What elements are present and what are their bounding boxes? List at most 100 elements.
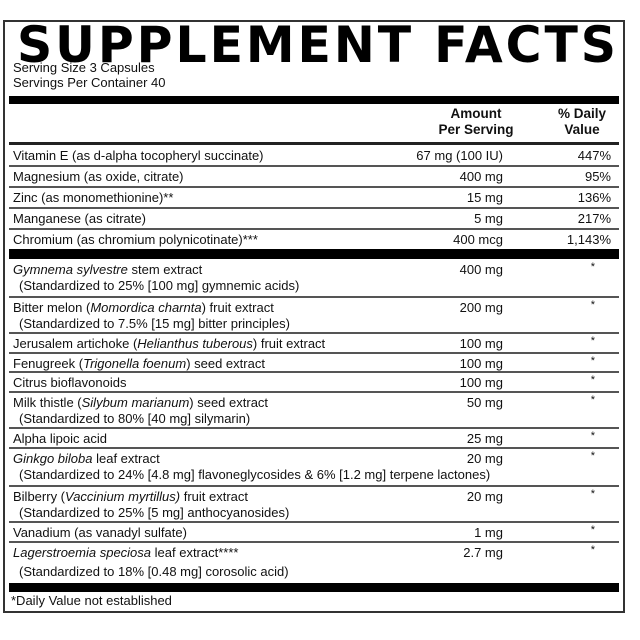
ingredient-row: Bitter melon (Momordica charnta) fruit e… (9, 297, 619, 333)
amount-per-serving: 400 mg (459, 169, 503, 184)
name-segment: Bilberry ( (13, 489, 66, 504)
name-segment: stem extract (127, 262, 203, 277)
daily-value: * (590, 430, 595, 442)
divider (9, 228, 619, 230)
amount-header: Amount Per Serving (421, 106, 531, 138)
name-segment: Helianthus tuberous (137, 336, 253, 351)
name-segment: Ginkgo biloba (13, 451, 93, 466)
name-segment: Silybum marianum (81, 395, 190, 410)
standardization-note: (Standardized to 25% [5 mg] anthocyanosi… (19, 505, 290, 520)
nutrient-row: Manganese (as citrate) 5 mg 217% (9, 208, 619, 229)
serving-size: Serving Size 3 Capsules (13, 60, 155, 75)
amount-per-serving: 20 mg (466, 451, 503, 466)
daily-value: * (590, 544, 595, 556)
divider (9, 186, 619, 188)
daily-value: 1,143% (566, 232, 611, 247)
name-segment: Vanadium (as vanadyl sulfate) (13, 525, 187, 540)
amount-per-serving: 1 mg (474, 525, 503, 540)
ingredient-name: Manganese (as citrate) (13, 210, 146, 227)
amount-per-serving: 67 mg (100 IU) (416, 148, 503, 163)
daily-value: * (590, 355, 595, 367)
ingredient-row: Jerusalem artichoke (Helianthus tuberous… (9, 333, 619, 353)
divider (9, 296, 619, 298)
ingredient-name: Jerusalem artichoke (Helianthus tuberous… (13, 335, 325, 352)
footnote: *Daily Value not established (11, 593, 172, 608)
amount-per-serving: 25 mg (466, 431, 503, 446)
supplement-facts-panel: SUPPLEMENT FACTS Serving Size 3 Capsules… (3, 20, 625, 613)
divider (9, 207, 619, 209)
ingredient-name: Fenugreek (Trigonella foenum) seed extra… (13, 355, 265, 372)
daily-value: * (590, 261, 595, 273)
divider (9, 352, 619, 354)
standardization-note: (Standardized to 7.5% [15 mg] bitter pri… (19, 316, 290, 331)
ingredient-name: Gymnema sylvestre stem extract (13, 261, 202, 278)
divider (9, 371, 619, 373)
name-segment: Trigonella foenum (83, 356, 187, 371)
ingredient-row: Vanadium (as vanadyl sulfate) 1 mg * (9, 522, 619, 542)
dv-header-line2: Value (564, 122, 600, 137)
name-segment: leaf extract (92, 451, 160, 466)
amount-header-line2: Per Serving (438, 122, 514, 137)
daily-value: * (590, 450, 595, 462)
amount-per-serving: 15 mg (466, 190, 503, 205)
amount-per-serving: 100 mg (459, 336, 503, 351)
name-segment: Jerusalem artichoke ( (13, 336, 138, 351)
daily-value-header: % Daily Value (547, 106, 617, 138)
divider-thick (9, 249, 619, 259)
ingredient-row: Citrus bioflavonoids 100 mg * (9, 372, 619, 392)
nutrient-row: Zinc (as monomethionine)** 15 mg 136% (9, 187, 619, 208)
name-segment: Gymnema sylvestre (13, 262, 128, 277)
divider-thick (9, 583, 619, 592)
daily-value: 447% (577, 148, 611, 163)
name-segment: ) seed extract (186, 356, 265, 371)
nutrient-row: Chromium (as chromium polynicotinate)***… (9, 229, 619, 250)
name-segment: Vaccinium myrtillus) (65, 489, 181, 504)
nutrient-row: Vitamin E (as d-alpha tocopheryl succina… (9, 145, 619, 166)
amount-per-serving: 100 mg (459, 375, 503, 390)
divider (9, 541, 619, 543)
daily-value: * (590, 524, 595, 536)
ingredient-name: Ginkgo biloba leaf extract (13, 450, 160, 467)
amount-per-serving: 200 mg (459, 300, 503, 315)
daily-value: * (590, 394, 595, 406)
daily-value: * (590, 374, 595, 386)
divider (9, 485, 619, 487)
daily-value: 136% (577, 190, 611, 205)
name-segment: ) seed extract (189, 395, 269, 410)
daily-value: 217% (577, 211, 611, 226)
divider-thick (9, 96, 619, 104)
name-segment: Vitamin E (as d-alpha tocopheryl succina… (13, 148, 264, 163)
divider (9, 427, 619, 429)
ingredient-name: Bitter melon (Momordica charnta) fruit e… (13, 299, 274, 316)
name-segment: ) fruit extract (252, 336, 326, 351)
standardization-note: (Standardized to 24% [4.8 mg] flavonegly… (19, 467, 491, 482)
ingredient-row: Gymnema sylvestre stem extract (Standardi… (9, 259, 619, 297)
name-segment: Citrus bioflavonoids (13, 375, 127, 390)
standardization-note: (Standardized to 18% [0.48 mg] corosolic… (19, 564, 289, 579)
ingredient-name: Alpha lipoic acid (13, 430, 107, 447)
amount-per-serving: 50 mg (466, 395, 503, 410)
divider (9, 165, 619, 167)
ingredient-row: Ginkgo biloba leaf extract (Standardized … (9, 448, 619, 486)
ingredient-name: Zinc (as monomethionine)** (13, 189, 173, 206)
name-segment: Zinc (as monomethionine)** (13, 190, 174, 205)
ingredient-name: Vanadium (as vanadyl sulfate) (13, 524, 187, 541)
name-segment: Bitter melon ( (13, 300, 91, 315)
divider (9, 447, 619, 449)
amount-per-serving: 100 mg (459, 356, 503, 371)
name-segment: Lagerstroemia speciosa (13, 545, 152, 560)
ingredient-name: Chromium (as chromium polynicotinate)*** (13, 231, 258, 248)
ingredient-name: Citrus bioflavonoids (13, 374, 126, 391)
servings-per-container: Servings Per Container 40 (13, 75, 166, 90)
ingredient-name: Bilberry (Vaccinium myrtillus) fruit ext… (13, 488, 248, 505)
ingredient-row: Milk thistle (Silybum marianum) seed ext… (9, 392, 619, 428)
dv-header-line1: % Daily (557, 106, 607, 121)
amount-per-serving: 400 mg (459, 262, 503, 277)
divider (9, 521, 619, 523)
ingredient-row: Fenugreek (Trigonella foenum) seed extra… (9, 353, 619, 372)
amount-per-serving: 20 mg (466, 489, 503, 504)
name-segment: Magnesium (as oxide, citrate) (13, 169, 184, 184)
name-segment: ) fruit extract (201, 300, 274, 315)
ingredient-row: Bilberry (Vaccinium myrtillus) fruit ext… (9, 486, 619, 522)
name-segment: Milk thistle ( (13, 395, 82, 410)
